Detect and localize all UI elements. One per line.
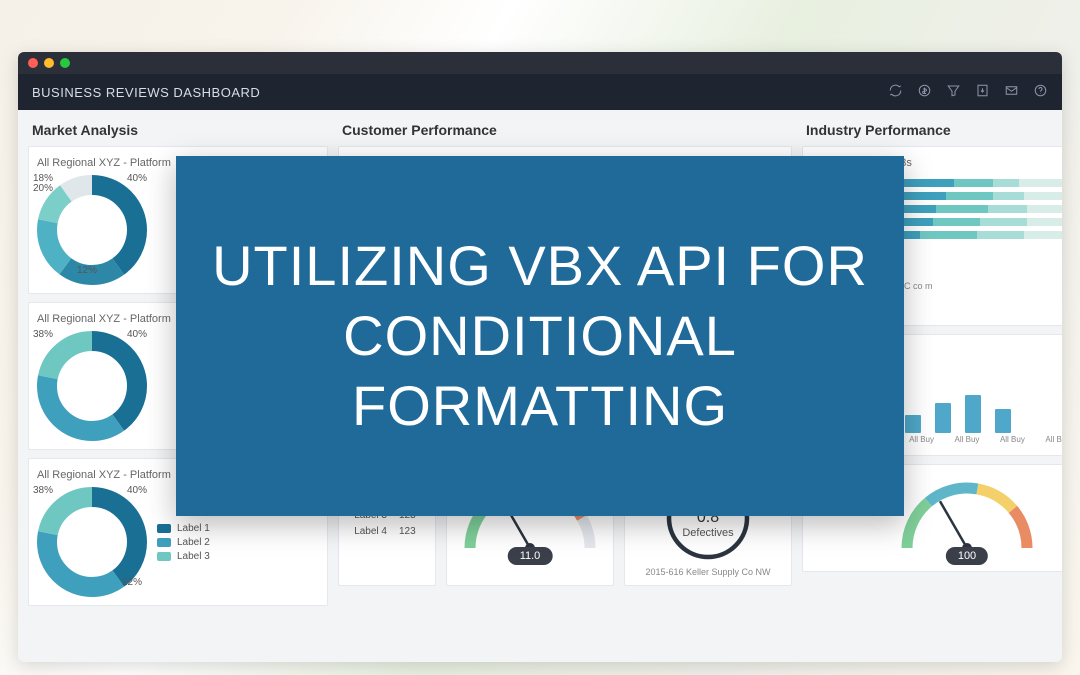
app-toolbar: BUSINESS REVIEWS DASHBOARD	[18, 74, 1062, 110]
app-title: BUSINESS REVIEWS DASHBOARD	[32, 85, 260, 100]
industry-perf-title: Industry Performance	[802, 120, 1062, 138]
gauge-ring-caption: 2015-616 Keller Supply Co NW	[633, 567, 783, 577]
filter-icon[interactable]	[946, 83, 961, 101]
customer-perf-title: Customer Performance	[338, 120, 792, 138]
toolbar-icons	[888, 83, 1048, 101]
title-overlay: UTILIZING VBX API FOR CONDITIONAL FORMAT…	[176, 156, 904, 516]
mail-icon[interactable]	[1004, 83, 1019, 101]
help-icon[interactable]	[1033, 83, 1048, 101]
mac-close-dot[interactable]	[28, 58, 38, 68]
export-icon[interactable]	[975, 83, 990, 101]
overlay-text: UTILIZING VBX API FOR CONDITIONAL FORMAT…	[176, 231, 904, 441]
refresh-icon[interactable]	[888, 83, 903, 101]
mac-titlebar	[18, 52, 1062, 74]
hbar-row: Label 4 123	[347, 526, 427, 537]
market-analysis-title: Market Analysis	[28, 120, 328, 138]
currency-icon[interactable]	[917, 83, 932, 101]
mac-min-dot[interactable]	[44, 58, 54, 68]
mac-max-dot[interactable]	[60, 58, 70, 68]
